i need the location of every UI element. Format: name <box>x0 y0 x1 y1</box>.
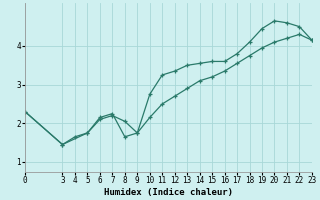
X-axis label: Humidex (Indice chaleur): Humidex (Indice chaleur) <box>104 188 233 197</box>
